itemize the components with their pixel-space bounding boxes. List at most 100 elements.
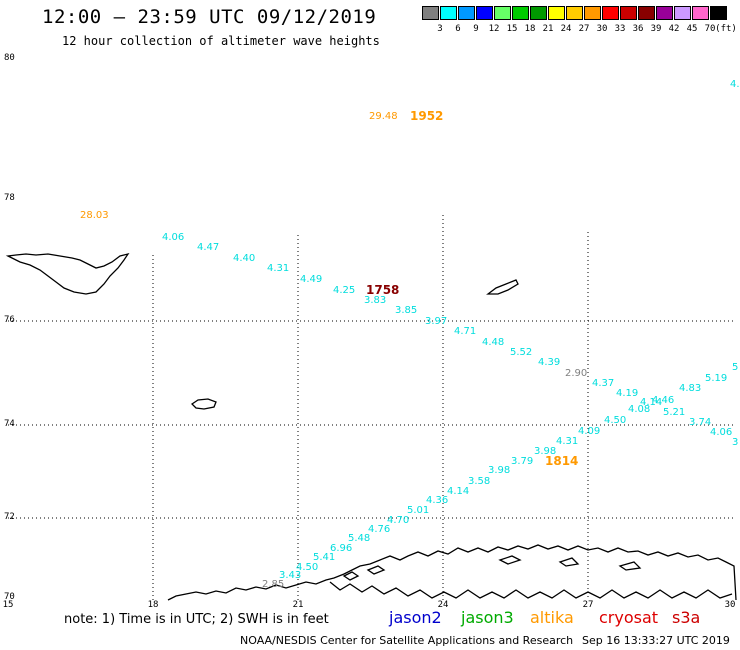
norway-fjords [329,581,733,599]
wave-height-value: 4.31 [556,436,579,447]
lon-label-21: 21 [292,600,304,610]
wave-height-value: 4.08 [628,404,651,415]
wave-height-value: 5.52 [510,347,533,358]
lon-label-15: 15 [2,600,14,610]
colorbar-swatch [530,6,547,20]
colorbar-swatch [656,6,673,20]
colorbar-swatch [602,6,619,20]
colorbar-tick-label: 18 [524,24,536,34]
map-subtitle: 12 hour collection of altimeter wave hei… [62,34,380,48]
legend-s3a: s3a [672,608,701,627]
lat-label-74: 74 [4,419,15,429]
colorbar-swatch [512,6,529,20]
bear-island-coast [190,398,217,410]
footnote: note: 1) Time is in UTC; 2) SWH is in fe… [64,612,329,627]
colorbar-swatch [422,6,439,20]
colorbar-swatch [458,6,475,20]
colorbar-tick-label: 45 [686,24,698,34]
wave-height-value: 6.96 [330,543,353,554]
footer-timestamp: Sep 16 13:33:27 UTC 2019 [582,634,730,647]
wave-height-value: 5.19 [705,373,728,384]
wave-height-value: 29.48 [369,111,398,122]
colorbar-tick-label: 70 [704,24,716,34]
colorbar-tick-label: 6 [455,24,461,34]
colorbar-swatch [692,6,709,20]
wave-height-value: 4.14 [640,397,663,408]
graticule [8,215,735,600]
lat-label-80: 80 [4,53,15,63]
svalbard-coast [5,252,130,295]
wave-height-value: 4.19 [616,388,639,399]
wave-height-value: 4.25 [333,285,356,296]
norway-coast [167,544,737,601]
colorbar-tick-label: 30 [596,24,608,34]
wave-height-value: 28.03 [80,210,109,221]
wave-height-value: 4.14 [447,486,470,497]
colorbar-swatch [548,6,565,20]
wave-height-value: 4.48 [482,337,505,348]
colorbar-tick-label: 24 [560,24,572,34]
wave-height-value: 4.06 [710,427,733,438]
colorbar-tick-label: 12 [488,24,500,34]
wave-height-value: 4.70 [387,515,410,526]
colorbar-tick-label: 36 [632,24,644,34]
wave-height-value: 4.50 [604,415,627,426]
colorbar-swatch [566,6,583,20]
lon-label-30: 30 [724,600,736,610]
wave-height-value: 3 [732,437,739,448]
legend-jason3: jason3 [461,608,514,627]
colorbar-tick-label: 9 [473,24,479,34]
lon-label-27: 27 [582,600,594,610]
wave-height-value: 3.74 [689,417,712,428]
wave-height-value: 3.97 [425,316,448,327]
wave-height-value: 4.47 [197,242,220,253]
wave-height-value: 4.39 [538,357,561,368]
colorbar-swatch [638,6,655,20]
wave-height-value: 3.58 [468,476,491,487]
colorbar-unit: (ft) [715,24,737,34]
wave-height-value: 4.83 [679,383,702,394]
colorbar-swatch [710,6,727,20]
colorbar-tick-label: 42 [668,24,680,34]
colorbar-swatch [674,6,691,20]
wave-height-value: 4.37 [592,378,615,389]
legend-cryosat: cryosat [599,608,659,627]
colorbar-tick-label: 3 [437,24,443,34]
lon-label-18: 18 [147,600,159,610]
colorbar-swatch [620,6,637,20]
colorbar-tick-label: 27 [578,24,590,34]
wave-height-value: 2.85 [262,579,285,590]
colorbar-swatch [584,6,601,20]
wave-height-value: 4. [730,79,740,90]
colorbar-tick-label: 33 [614,24,626,34]
coastline [5,252,737,601]
wave-height-value: 4.49 [300,274,323,285]
map-title: 12:00 — 23:59 UTC 09/12/2019 [42,6,377,28]
wave-height-value: 4.06 [162,232,185,243]
pass-time-label: 1758 [366,283,400,297]
wave-height-value: 4.71 [454,326,477,337]
wave-height-value: 4.76 [368,524,391,535]
lon-label-24: 24 [437,600,449,610]
footer-credit: NOAA/NESDIS Center for Satellite Applica… [240,634,574,647]
wave-height-value: 3.98 [488,465,511,476]
wave-height-value: 5 [732,362,739,373]
colorbar-tick-label: 15 [506,24,518,34]
wave-height-value: 5.48 [348,533,371,544]
legend-jason2: jason2 [389,608,442,627]
wave-height-value: 3.83 [364,295,387,306]
pass-time-label: 1814 [545,454,579,468]
wave-height-value: 4.50 [296,562,319,573]
wave-height-value: 5.01 [407,505,430,516]
colorbar-swatch [494,6,511,20]
wave-height-value: 4.36 [426,495,449,506]
wave-height-value: 4.40 [233,253,256,264]
colorbar-tick-label: 39 [650,24,662,34]
wave-height-value: 3.79 [511,456,534,467]
colorbar-swatch [440,6,457,20]
lat-label-70: 70 [4,592,15,602]
lat-label-78: 78 [4,193,15,203]
wave-height-value: 4.46 [652,395,675,406]
wave-height-value: 3.85 [395,305,418,316]
